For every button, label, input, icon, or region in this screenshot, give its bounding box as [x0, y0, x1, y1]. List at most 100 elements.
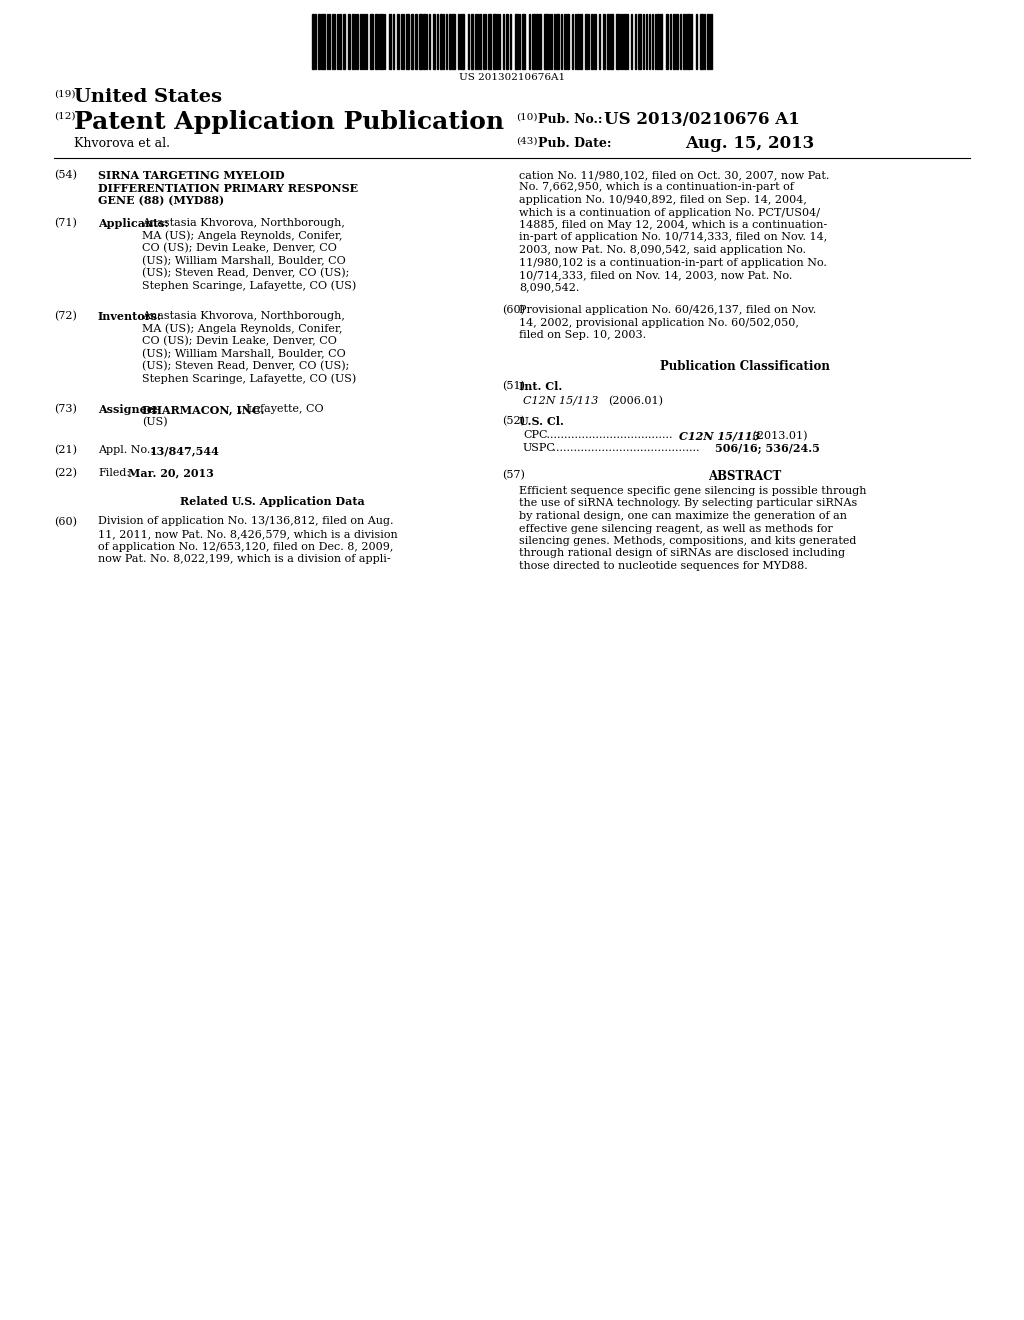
Text: (71): (71) [54, 218, 77, 228]
Text: , Lafayette, CO: , Lafayette, CO [239, 404, 324, 414]
Bar [397, 15, 399, 69]
Text: MA (US); Angela Reynolds, Conifer,: MA (US); Angela Reynolds, Conifer, [142, 231, 342, 242]
Bar [493, 15, 496, 69]
Bar [564, 15, 566, 69]
Text: (10): (10) [516, 114, 538, 121]
Text: Aug. 15, 2013: Aug. 15, 2013 [685, 135, 814, 152]
Bar [343, 15, 345, 69]
Bar [321, 15, 325, 69]
Text: Anastasia Khvorova, Northborough,: Anastasia Khvorova, Northborough, [142, 312, 345, 321]
Bar [567, 15, 569, 69]
Text: Division of application No. 13/136,812, filed on Aug.: Division of application No. 13/136,812, … [98, 516, 393, 527]
Text: US 2013/0210676 A1: US 2013/0210676 A1 [604, 111, 800, 128]
Bar [462, 15, 464, 69]
Bar [624, 15, 626, 69]
Text: Pub. No.:: Pub. No.: [538, 114, 602, 125]
Bar [406, 15, 409, 69]
Bar [687, 15, 690, 69]
Text: (21): (21) [54, 445, 77, 455]
Text: those directed to nucleotide sequences for MYD88.: those directed to nucleotide sequences f… [519, 561, 808, 572]
Bar [352, 15, 354, 69]
Text: (43): (43) [516, 137, 538, 147]
Text: Patent Application Publication: Patent Application Publication [74, 110, 504, 135]
Text: ....................................: .................................... [543, 430, 673, 441]
Text: Pub. Date:: Pub. Date: [538, 137, 611, 150]
Text: (52): (52) [502, 416, 525, 426]
Bar [339, 15, 341, 69]
Bar [544, 15, 548, 69]
Bar [389, 15, 391, 69]
Bar [585, 15, 587, 69]
Text: (22): (22) [54, 467, 77, 478]
Bar [607, 15, 609, 69]
Bar [452, 15, 455, 69]
Text: effective gene silencing reagent, as well as methods for: effective gene silencing reagent, as wel… [519, 524, 833, 533]
Bar [536, 15, 538, 69]
Text: filed on Sep. 10, 2003.: filed on Sep. 10, 2003. [519, 330, 646, 341]
Text: (12): (12) [54, 112, 76, 121]
Text: 10/714,333, filed on Nov. 14, 2003, now Pat. No.: 10/714,333, filed on Nov. 14, 2003, now … [519, 271, 793, 280]
Text: (60): (60) [502, 305, 525, 315]
Text: CPC: CPC [523, 430, 548, 441]
Text: Filed:: Filed: [98, 467, 130, 478]
Text: Appl. No.:: Appl. No.: [98, 445, 155, 455]
Text: (2013.01): (2013.01) [749, 430, 808, 441]
Text: SIRNA TARGETING MYELOID: SIRNA TARGETING MYELOID [98, 170, 285, 181]
Bar [433, 15, 435, 69]
Text: Publication Classification: Publication Classification [659, 360, 829, 374]
Text: (51): (51) [502, 381, 525, 391]
Bar [312, 15, 314, 69]
Text: which is a continuation of application No. PCT/US04/: which is a continuation of application N… [519, 207, 820, 218]
Text: CO (US); Devin Leake, Denver, CO: CO (US); Devin Leake, Denver, CO [142, 243, 337, 253]
Text: C12N 15/113: C12N 15/113 [679, 430, 760, 441]
Text: Related U.S. Application Data: Related U.S. Application Data [179, 496, 365, 507]
Text: Anastasia Khvorova, Northborough,: Anastasia Khvorova, Northborough, [142, 218, 345, 228]
Text: United States: United States [74, 88, 222, 106]
Text: (73): (73) [54, 404, 77, 414]
Bar [348, 15, 350, 69]
Text: Mar. 20, 2013: Mar. 20, 2013 [128, 467, 214, 479]
Text: Inventors:: Inventors: [98, 312, 162, 322]
Text: Int. Cl.: Int. Cl. [519, 381, 562, 392]
Text: cation No. 11/980,102, filed on Oct. 30, 2007, now Pat.: cation No. 11/980,102, filed on Oct. 30,… [519, 170, 829, 180]
Bar [318, 15, 319, 69]
Bar [380, 15, 383, 69]
Text: (19): (19) [54, 90, 76, 99]
Text: (72): (72) [54, 312, 77, 321]
Text: Stephen Scaringe, Lafayette, CO (US): Stephen Scaringe, Lafayette, CO (US) [142, 281, 356, 292]
Bar [440, 15, 442, 69]
Bar [616, 15, 618, 69]
Text: (US); William Marshall, Boulder, CO: (US); William Marshall, Boulder, CO [142, 256, 346, 265]
Text: Assignee:: Assignee: [98, 404, 158, 414]
Bar [423, 15, 425, 69]
Bar [539, 15, 541, 69]
Text: Stephen Scaringe, Lafayette, CO (US): Stephen Scaringe, Lafayette, CO (US) [142, 374, 356, 384]
Text: (2006.01): (2006.01) [608, 396, 663, 405]
Text: through rational design of siRNAs are disclosed including: through rational design of siRNAs are di… [519, 549, 845, 558]
Text: (60): (60) [54, 516, 77, 527]
Bar [556, 15, 559, 69]
Bar [577, 15, 579, 69]
Text: (US); Steven Read, Denver, CO (US);: (US); Steven Read, Denver, CO (US); [142, 360, 349, 371]
Text: No. 7,662,950, which is a continuation-in-part of: No. 7,662,950, which is a continuation-i… [519, 182, 794, 193]
Bar [638, 15, 641, 69]
Text: (54): (54) [54, 170, 77, 181]
Bar [415, 15, 417, 69]
Bar [449, 15, 451, 69]
Text: (US); Steven Read, Denver, CO (US);: (US); Steven Read, Denver, CO (US); [142, 268, 349, 279]
Text: DIFFERENTIATION PRIMARY RESPONSE: DIFFERENTIATION PRIMARY RESPONSE [98, 182, 358, 194]
Bar [591, 15, 593, 69]
Bar [660, 15, 662, 69]
Text: 11/980,102 is a continuation-in-part of application No.: 11/980,102 is a continuation-in-part of … [519, 257, 826, 268]
Bar [603, 15, 605, 69]
Bar [419, 15, 422, 69]
Bar [506, 15, 508, 69]
Bar [666, 15, 668, 69]
Text: now Pat. No. 8,022,199, which is a division of appli-: now Pat. No. 8,022,199, which is a divis… [98, 554, 390, 564]
Text: Efficient sequence specific gene silencing is possible through: Efficient sequence specific gene silenci… [519, 486, 866, 496]
Text: (US); William Marshall, Boulder, CO: (US); William Marshall, Boulder, CO [142, 348, 346, 359]
Text: silencing genes. Methods, compositions, and kits generated: silencing genes. Methods, compositions, … [519, 536, 856, 546]
Bar [471, 15, 473, 69]
Bar [375, 15, 377, 69]
Text: application No. 10/940,892, filed on Sep. 14, 2004,: application No. 10/940,892, filed on Sep… [519, 195, 807, 205]
